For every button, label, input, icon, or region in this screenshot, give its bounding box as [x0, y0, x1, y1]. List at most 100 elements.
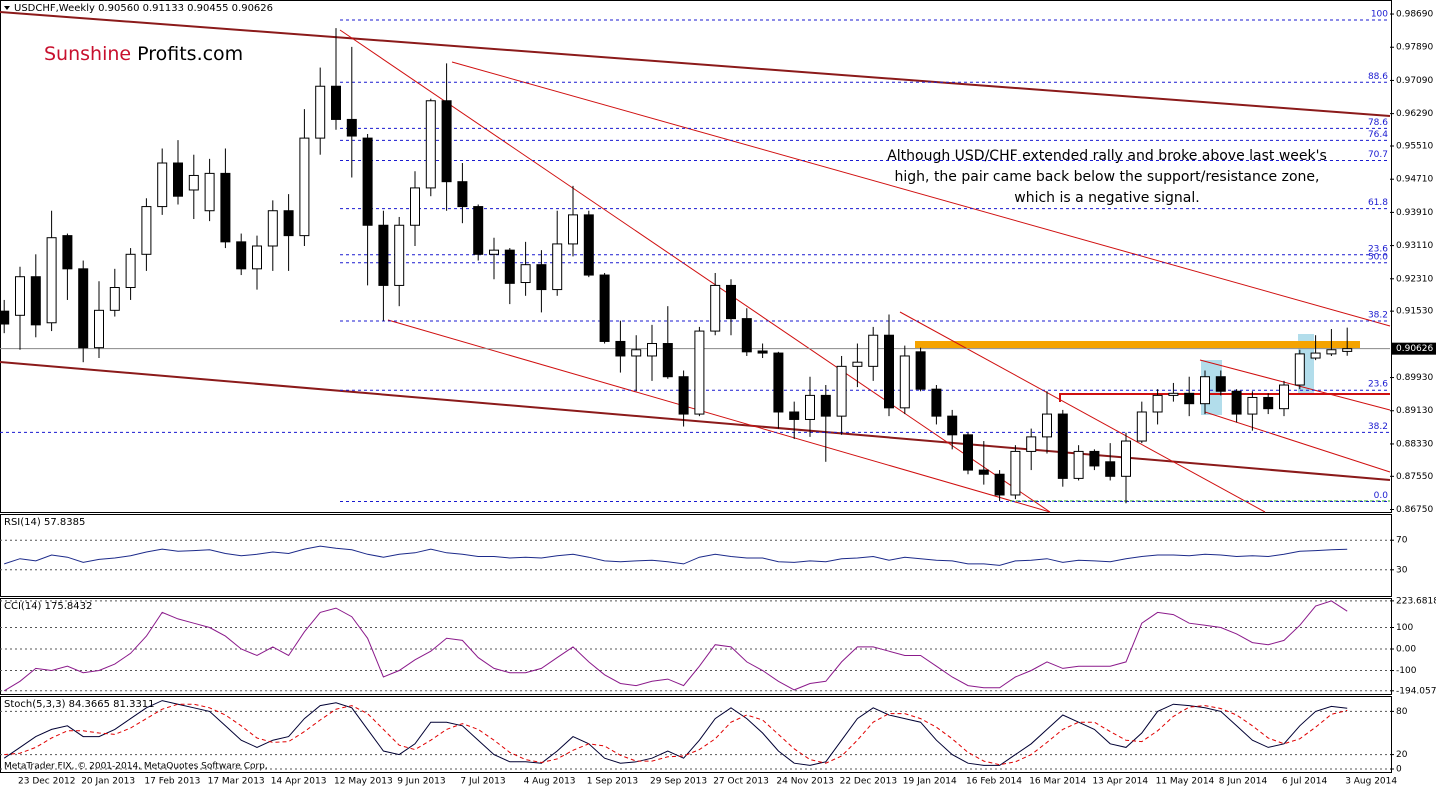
candle-body	[552, 243, 563, 291]
candle-body	[868, 334, 879, 367]
candle-body	[1152, 394, 1163, 413]
x-tick-label: 24 Nov 2013	[776, 777, 834, 787]
annotation: which is a negative signal.	[1014, 190, 1199, 206]
candle	[568, 185, 578, 257]
candle-body	[963, 434, 973, 471]
candle	[963, 432, 973, 475]
candle	[1152, 389, 1163, 425]
x-tick-label: 20 Jan 2013	[81, 777, 135, 787]
trend-line	[387, 319, 1051, 513]
x-tick-label: 29 Sep 2013	[650, 777, 707, 787]
x-tick-label: 8 Jun 2014	[1219, 777, 1268, 787]
candle	[473, 204, 484, 261]
candle-body	[1342, 348, 1353, 352]
candle	[109, 268, 120, 317]
candle	[62, 233, 73, 300]
candle	[789, 401, 800, 439]
candle-body	[173, 162, 183, 197]
fib-label: 38.2	[1368, 310, 1388, 320]
candle	[1247, 391, 1258, 431]
candle-body	[1089, 450, 1100, 467]
candle-body	[647, 343, 657, 357]
candle-body	[1326, 349, 1337, 355]
cci-panel	[0, 598, 1392, 695]
current-price-label: 0.90626	[1396, 344, 1433, 354]
fib-label: 78.6	[1368, 118, 1388, 128]
candle-body	[441, 100, 452, 183]
candle-body	[536, 264, 547, 291]
candle-body	[425, 100, 436, 189]
fib-label: 50.0	[1368, 252, 1388, 262]
candle-body	[30, 276, 41, 326]
logo-part: Sunshine	[44, 43, 131, 65]
candle-body	[1168, 392, 1179, 396]
candle-body	[599, 274, 610, 342]
candle-body	[252, 245, 262, 270]
x-tick-label: 14 Apr 2013	[271, 777, 327, 787]
candle	[994, 470, 1005, 502]
candle-body	[457, 181, 468, 208]
y-tick-label: 0.89130	[1396, 406, 1433, 416]
y-tick-label: 0.93110	[1396, 241, 1433, 251]
candle	[805, 376, 815, 437]
candle	[678, 370, 689, 427]
candle-body	[283, 210, 294, 237]
candle	[631, 335, 642, 392]
candle-body	[299, 137, 310, 237]
candle	[157, 148, 168, 215]
fib-label: 23.6	[1368, 380, 1388, 390]
x-tick-label: 4 Aug 2013	[524, 777, 576, 787]
indicator-title: CCI(14) 175.8432	[4, 601, 92, 612]
candle	[1326, 328, 1337, 356]
candle-body	[62, 235, 73, 270]
candle-body	[15, 276, 25, 316]
candle-body	[220, 172, 231, 243]
candle-body	[1057, 413, 1068, 479]
candle-body	[315, 85, 326, 139]
candle	[536, 250, 547, 313]
trend-line	[0, 11, 1391, 117]
x-tick-label: 19 Jan 2014	[903, 777, 957, 787]
candle	[520, 241, 531, 296]
candle-body	[188, 174, 199, 191]
candle	[978, 441, 989, 485]
stoch-panel	[0, 696, 1392, 773]
candle-body	[410, 187, 420, 226]
candle	[1168, 382, 1179, 402]
fib-label: 70.7	[1368, 150, 1388, 160]
candle-body	[1042, 413, 1052, 438]
candle	[315, 67, 326, 155]
trend-line	[1204, 411, 1391, 473]
candle-body	[947, 415, 958, 436]
candle	[141, 198, 152, 271]
candle-body	[1279, 384, 1289, 410]
candle	[204, 158, 215, 222]
candle-body	[1105, 461, 1116, 477]
candle	[1184, 376, 1195, 417]
candle-body	[726, 284, 736, 320]
candle	[236, 233, 247, 276]
candle-body	[773, 352, 784, 413]
candle	[378, 210, 389, 321]
candle-body	[631, 349, 642, 357]
candle	[1310, 335, 1321, 361]
price-panel	[0, 0, 1392, 513]
candle	[220, 148, 231, 249]
candle	[820, 385, 831, 462]
candle-body	[789, 411, 800, 420]
candle	[1057, 409, 1068, 487]
candle-body	[1010, 450, 1021, 496]
candle-body	[915, 351, 926, 390]
y-tick-label: 0.86750	[1396, 505, 1433, 515]
candle-body	[125, 253, 136, 289]
candle-body	[267, 210, 278, 247]
candle	[299, 109, 310, 247]
candle	[836, 355, 847, 435]
logo-part: Profits.com	[137, 43, 243, 65]
candle-body	[978, 469, 989, 475]
trend-line	[339, 29, 1051, 513]
annotation: high, the pair came back below the suppo…	[895, 169, 1320, 185]
candle-body	[236, 241, 247, 270]
candle-body	[0, 310, 10, 325]
candle	[1121, 432, 1131, 504]
